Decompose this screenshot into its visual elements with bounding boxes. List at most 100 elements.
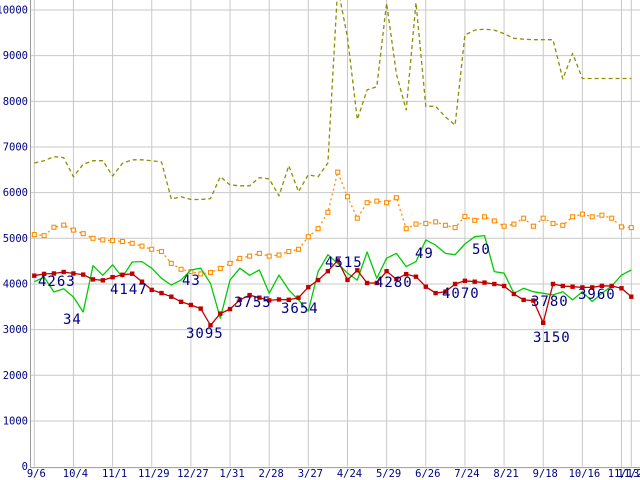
red-square-marker <box>619 286 624 291</box>
red-square-marker <box>580 285 585 290</box>
red-square-marker <box>257 295 262 300</box>
y-axis-tick-label: 4000 <box>3 278 28 290</box>
orange-square-marker <box>70 227 76 233</box>
red-square-marker <box>100 278 105 283</box>
orange-square-marker <box>198 271 204 277</box>
red-square-marker <box>394 277 399 282</box>
red-square-marker <box>482 280 487 285</box>
red-square-marker <box>335 258 340 263</box>
x-axis-tick-label: 11/13 <box>608 468 640 480</box>
red-square-marker <box>590 285 595 290</box>
red-square-marker <box>325 269 331 274</box>
orange-square-marker <box>599 212 605 218</box>
orange-square-marker <box>168 260 174 266</box>
orange-square-marker <box>295 246 302 252</box>
x-axis-tick-label: 7/24 <box>454 468 479 480</box>
red-square-marker <box>149 287 154 293</box>
red-square-marker <box>521 297 526 303</box>
point-value-label: 3780 <box>531 294 569 310</box>
x-axis-tick-label: 12/27 <box>177 468 209 480</box>
point-value-label: 3654 <box>281 301 319 317</box>
orange-square-marker <box>609 215 615 221</box>
red-square-marker <box>32 273 37 278</box>
y-axis-tick-label: 10000 <box>0 5 28 17</box>
orange-square-marker <box>217 265 223 271</box>
orange-square-marker <box>501 223 507 229</box>
red-square-marker <box>531 298 536 303</box>
orange-square-marker <box>442 222 448 228</box>
red-square-marker <box>237 297 242 303</box>
orange-square-marker <box>305 234 311 240</box>
red-square-marker <box>570 284 575 289</box>
red-square-marker <box>198 306 203 311</box>
red-square-marker <box>462 278 468 283</box>
red-square-marker <box>599 283 605 288</box>
y-axis-tick-label: 3000 <box>3 324 28 336</box>
red-square-marker <box>41 271 47 277</box>
red-square-marker <box>423 284 428 289</box>
orange-square-marker <box>158 248 165 255</box>
point-value-label: 43 <box>182 273 201 289</box>
red-square-marker <box>560 283 565 289</box>
red-square-marker <box>218 311 223 316</box>
orange-square-marker <box>384 200 390 206</box>
y-axis-tick-label: 5000 <box>3 233 28 245</box>
red-square-marker <box>501 283 507 289</box>
orange-square-marker <box>256 250 262 256</box>
red-square-marker <box>550 281 556 287</box>
orange-square-marker <box>286 248 292 255</box>
red-square-marker <box>345 277 350 283</box>
red-square-marker <box>61 269 66 275</box>
orange-square-marker <box>393 195 399 201</box>
point-value-label: 3150 <box>533 330 571 346</box>
point-value-label: 34 <box>63 312 82 328</box>
orange-square-marker <box>481 214 488 220</box>
red-square-marker <box>296 295 301 300</box>
orange-square-marker <box>266 253 272 259</box>
red-square-marker <box>511 291 517 297</box>
orange-square-marker <box>100 237 106 243</box>
red-square-marker <box>188 302 194 308</box>
red-square-marker <box>276 297 282 302</box>
orange-square-marker <box>423 220 429 227</box>
orange-square-marker <box>31 232 37 238</box>
red-square-marker <box>286 297 291 302</box>
x-axis-tick-label: 10/16 <box>569 468 601 480</box>
x-axis-tick-label: 8/21 <box>493 468 518 480</box>
red-square-marker <box>355 268 360 273</box>
red-square-marker <box>433 290 438 296</box>
y-axis-tick-label: 9000 <box>3 50 28 62</box>
x-axis-tick-label: 11/20 <box>618 468 640 480</box>
x-axis-tick-label: 9/18 <box>533 468 558 480</box>
orange-square-marker <box>61 222 67 228</box>
orange-square-marker <box>129 240 135 246</box>
point-value-label: 3755 <box>234 295 272 311</box>
red-square-marker <box>472 279 477 284</box>
orange-square-marker <box>178 266 184 272</box>
orange-square-marker <box>364 200 370 206</box>
orange-square-marker <box>207 269 214 276</box>
orange-square-marker <box>433 219 439 225</box>
x-axis-tick-label: 2/28 <box>259 468 284 480</box>
x-axis-tick-label: 4/24 <box>337 468 362 480</box>
green-solid-line <box>34 234 632 319</box>
red-square-marker <box>227 306 233 312</box>
red-square-marker <box>364 280 370 286</box>
orange-square-marker <box>560 222 566 228</box>
red-square-marker <box>90 277 96 282</box>
orange-square-marker <box>90 235 96 241</box>
point-value-label: 3095 <box>186 326 224 342</box>
orange-square-marker <box>325 209 331 215</box>
red-square-marker <box>541 320 546 325</box>
y-axis-tick-label: 2000 <box>3 370 28 382</box>
red-square-marker <box>629 294 634 299</box>
orange-square-marker <box>374 198 380 204</box>
y-axis-tick-label: 0 <box>22 461 28 473</box>
red-square-marker <box>247 292 252 298</box>
orange-square-marker <box>247 253 253 259</box>
x-axis-tick-label: 3/27 <box>298 468 323 480</box>
red-square-marker <box>71 271 76 276</box>
orange-square-marker <box>472 217 478 223</box>
x-axis-tick-label: 11/1 <box>102 468 127 480</box>
